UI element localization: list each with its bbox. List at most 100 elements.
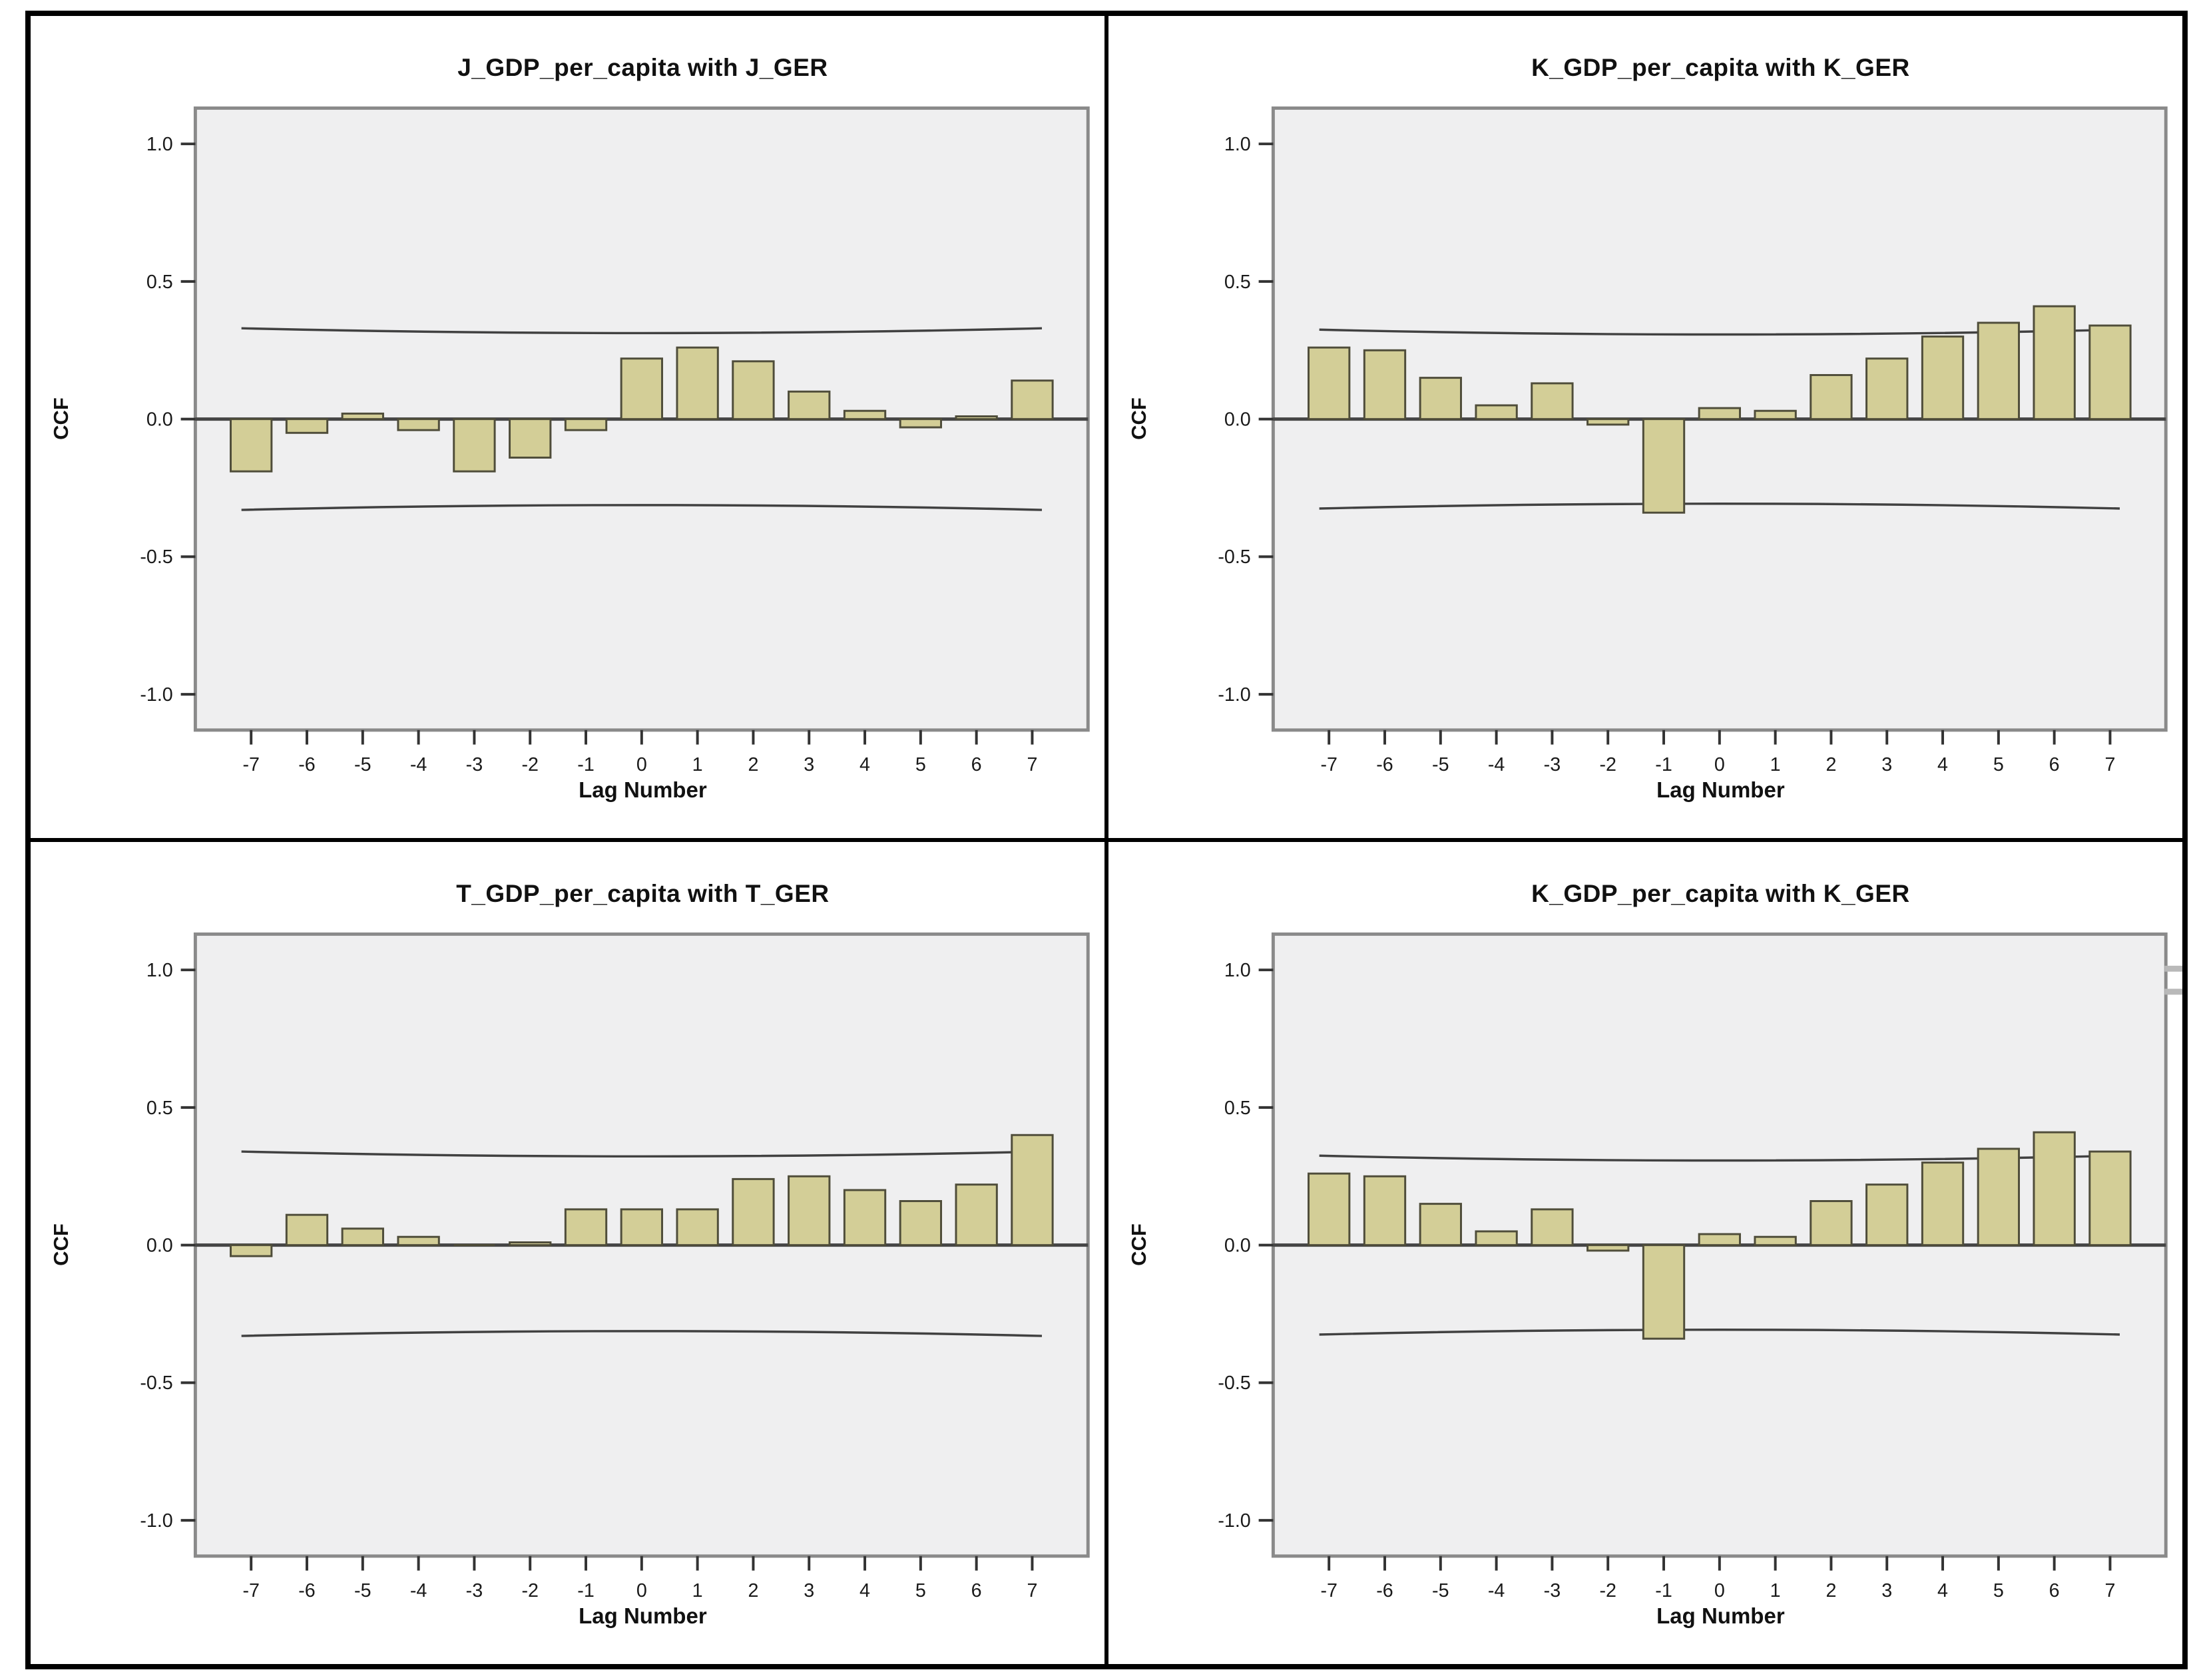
x-tick-label: -4 [1488, 1580, 1505, 1601]
x-tick-label: 6 [2049, 754, 2060, 775]
bar-lag--6 [285, 1213, 329, 1247]
bar-lag--5 [1419, 377, 1462, 421]
bar-lag-0 [1698, 407, 1741, 421]
bar-lag-5 [1977, 1148, 2021, 1247]
x-tick-label: -2 [521, 754, 539, 775]
x-tick-label: -3 [1544, 1580, 1561, 1601]
bar-lag-2 [1810, 1199, 1853, 1247]
y-tick-label: -0.5 [140, 546, 172, 568]
ccf-figure-grid: J_GDP_per_capita with J_GER CCF Lag Numb… [25, 11, 2188, 1669]
x-tick-label: 0 [636, 1580, 647, 1601]
y-tick-label: -1.0 [1218, 1510, 1250, 1532]
x-tick-label: 0 [636, 754, 647, 775]
stray-tick-artifact [2164, 988, 2182, 995]
bar-lag--5 [341, 1227, 384, 1247]
x-tick-label: -5 [354, 754, 371, 775]
bar-lag-3 [1865, 357, 1909, 421]
bar-lag--4 [1475, 1230, 1518, 1247]
bar-lag--5 [341, 412, 384, 421]
bar-lag-1 [676, 346, 719, 421]
x-axis-title: Lag Number [1656, 777, 1785, 802]
bar-lag--4 [397, 1235, 440, 1247]
x-tick-label: -2 [1599, 754, 1616, 775]
bar-lag-2 [1810, 373, 1853, 421]
x-tick-label: -1 [1655, 1580, 1672, 1601]
bar-lag--1 [564, 1208, 608, 1247]
bar-lag-0 [620, 357, 663, 421]
bar-lag-3 [788, 1175, 831, 1247]
bar-lag-6 [2033, 305, 2076, 421]
bar-lag-5 [899, 1199, 943, 1247]
panel-top-left: J_GDP_per_capita with J_GER CCF Lag Numb… [29, 14, 1106, 840]
bar-lag-0 [1698, 1233, 1741, 1247]
bar-lag-0 [620, 1208, 663, 1247]
stray-tick-artifact [2164, 965, 2182, 972]
y-tick-label: -0.5 [140, 1372, 172, 1394]
bar-lag--6 [1363, 349, 1407, 421]
x-tick-label: 3 [804, 754, 814, 775]
x-tick-label: -6 [1376, 1580, 1393, 1601]
x-tick-label: -3 [466, 754, 483, 775]
bar-lag-7 [2088, 324, 2132, 421]
x-tick-label: 4 [859, 754, 870, 775]
bar-lag--4 [397, 418, 440, 431]
x-tick-label: -7 [242, 1580, 260, 1601]
bar-lag-6 [955, 1183, 998, 1247]
y-tick-label: 1.0 [146, 960, 173, 981]
bar-lag--7 [1308, 346, 1351, 421]
x-tick-label: 3 [804, 1580, 814, 1601]
y-tick-label: 0.5 [146, 272, 173, 293]
x-tick-label: 1 [1770, 754, 1781, 775]
x-tick-label: 5 [1993, 1580, 2004, 1601]
y-tick-label: 0.0 [1224, 1235, 1251, 1257]
y-tick-label: 0.5 [146, 1098, 173, 1119]
bar-lag--2 [509, 418, 552, 459]
bar-lag-3 [788, 390, 831, 421]
y-tick-label: 0.0 [146, 1235, 173, 1257]
y-tick-label: 1.0 [1224, 960, 1251, 981]
bar-lag--6 [1363, 1175, 1407, 1247]
x-tick-label: -6 [298, 1580, 316, 1601]
x-tick-label: -4 [410, 754, 427, 775]
x-tick-label: -2 [1599, 1580, 1616, 1601]
chart-title: K_GDP_per_capita with K_GER [1531, 53, 1910, 81]
x-tick-label: 0 [1714, 1580, 1725, 1601]
panel-bottom-right: K_GDP_per_capita with K_GER CCF Lag Numb… [1106, 840, 2184, 1666]
plot-area: 1.0 0.5 0.0 -0.5 -1.0 -7 -6 -5 -4 -3 -2 -1 0 1 2 3 4 5 6 7 [140, 106, 1090, 775]
x-tick-label: 5 [915, 1580, 926, 1601]
x-tick-label: -7 [1320, 1580, 1338, 1601]
panel-top-right: K_GDP_per_capita with K_GER CCF Lag Numb… [1106, 14, 2184, 840]
y-tick-label: -1.0 [1218, 684, 1250, 706]
x-tick-label: 1 [692, 1580, 703, 1601]
chart-title: K_GDP_per_capita with K_GER [1531, 879, 1910, 907]
x-tick-label: -3 [466, 1580, 483, 1601]
bar-lag-6 [955, 415, 998, 421]
ccf-chart-t-gdp: T_GDP_per_capita with T_GER CCF Lag Numb… [31, 842, 1104, 1664]
lower-confidence-line [241, 1330, 1043, 1337]
x-tick-label: 2 [748, 1580, 758, 1601]
bar-lag--3 [1531, 382, 1574, 421]
panel-bottom-left: T_GDP_per_capita with T_GER CCF Lag Numb… [29, 840, 1106, 1666]
bar-lag-7 [1011, 379, 1054, 421]
x-tick-label: -7 [1320, 754, 1338, 775]
x-tick-label: -5 [354, 1580, 371, 1601]
ccf-chart-k-gdp-bottom: K_GDP_per_capita with K_GER CCF Lag Numb… [1108, 842, 2182, 1664]
bar-lag--3 [453, 418, 496, 473]
bar-lag-2 [732, 360, 775, 421]
bar-lag-5 [1977, 321, 2021, 421]
bar-lag--1 [1642, 418, 1686, 514]
bar-lag--5 [1419, 1203, 1462, 1247]
bar-lag--3 [1531, 1208, 1574, 1247]
x-tick-label: 0 [1714, 754, 1725, 775]
x-tick-label: 2 [748, 754, 758, 775]
ccf-chart-j-gdp: J_GDP_per_capita with J_GER CCF Lag Numb… [31, 16, 1104, 838]
x-tick-label: 2 [1825, 754, 1836, 775]
x-tick-label: -4 [410, 1580, 427, 1601]
plot-area: 1.0 0.5 0.0 -0.5 -1.0 -7 -6 -5 -4 -3 -2 -1 0 1 2 3 4 5 6 7 [1218, 932, 2182, 1601]
x-tick-label: 3 [1881, 1580, 1892, 1601]
lower-confidence-line [241, 504, 1043, 511]
bar-lag--7 [230, 1244, 273, 1257]
y-tick-label: 1.0 [1224, 134, 1251, 155]
x-tick-label: -5 [1432, 754, 1449, 775]
